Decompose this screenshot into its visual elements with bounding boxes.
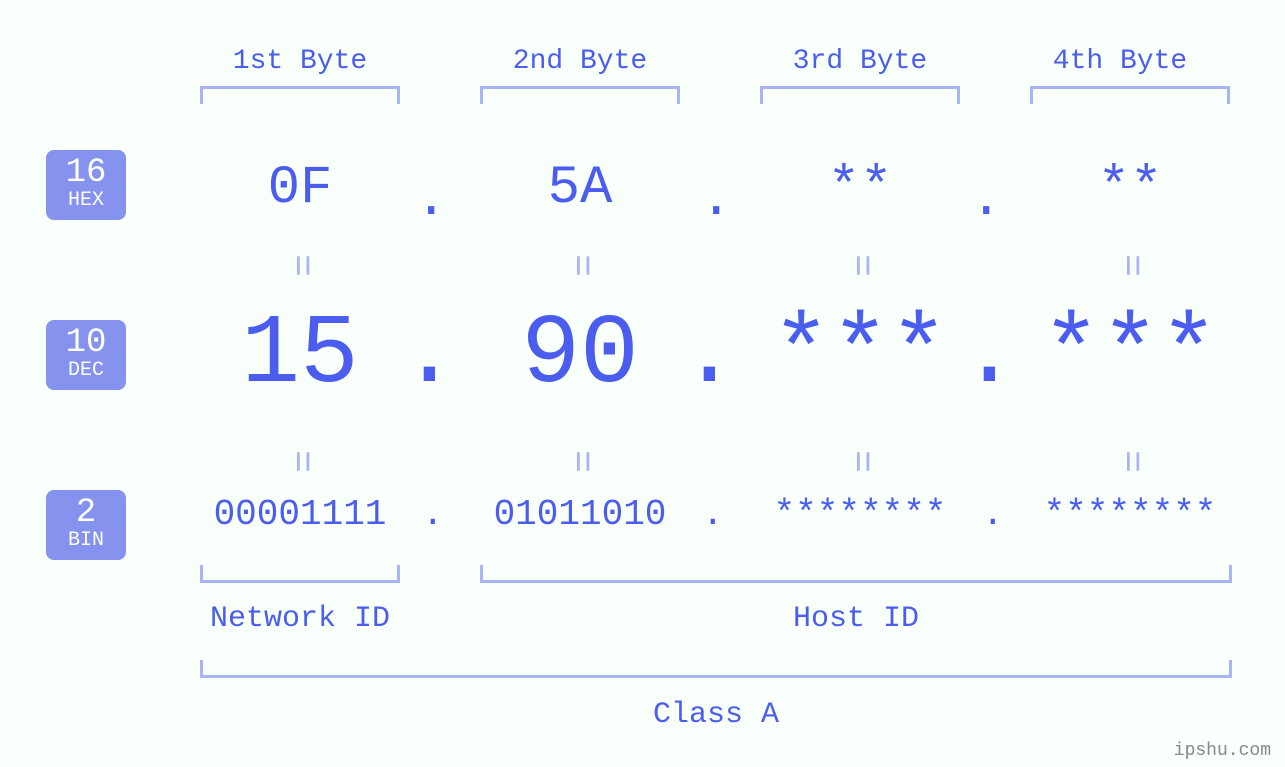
hex-byte-4: ** (1030, 158, 1230, 219)
byte-bracket-top-3 (760, 86, 960, 104)
byte-header-3: 3rd Byte (760, 46, 960, 77)
dec-byte-4: *** (1020, 300, 1240, 411)
dec-dot-2: . (680, 300, 739, 411)
badge-dec-lbl: DEC (46, 360, 126, 381)
hex-dot-3: . (970, 170, 1002, 231)
byte-bracket-top-4 (1030, 86, 1230, 104)
hex-byte-3: ** (760, 158, 960, 219)
dec-byte-1: 15 (190, 300, 410, 411)
dec-byte-2: 90 (470, 300, 690, 411)
host-id-label: Host ID (480, 602, 1232, 636)
eq-2-2: = (559, 442, 602, 482)
dec-byte-3: *** (750, 300, 970, 411)
bin-byte-2: 01011010 (470, 494, 690, 535)
class-label: Class A (200, 698, 1232, 732)
eq-2-1: = (279, 442, 322, 482)
bin-byte-4: ******** (1020, 494, 1240, 535)
byte-bracket-top-1 (200, 86, 400, 104)
bin-byte-3: ******** (750, 494, 970, 535)
badge-bin-lbl: BIN (46, 530, 126, 551)
hex-dot-1: . (415, 170, 447, 231)
eq-1-1: = (279, 246, 322, 286)
bin-byte-1: 00001111 (190, 494, 410, 535)
eq-1-4: = (1109, 246, 1152, 286)
dec-dot-1: . (400, 300, 459, 411)
eq-2-4: = (1109, 442, 1152, 482)
watermark: ipshu.com (1174, 741, 1271, 761)
byte-header-1: 1st Byte (200, 46, 400, 77)
host-id-bracket (480, 565, 1232, 583)
dec-dot-3: . (960, 300, 1019, 411)
bin-dot-1: . (422, 494, 444, 535)
byte-header-2: 2nd Byte (480, 46, 680, 77)
badge-bin: 2 BIN (46, 490, 126, 560)
network-id-label: Network ID (200, 602, 400, 636)
network-id-bracket (200, 565, 400, 583)
badge-hex-num: 16 (46, 156, 126, 192)
badge-hex: 16 HEX (46, 150, 126, 220)
bin-dot-2: . (702, 494, 724, 535)
byte-bracket-top-2 (480, 86, 680, 104)
byte-header-4: 4th Byte (1020, 46, 1220, 77)
bin-dot-3: . (982, 494, 1004, 535)
class-bracket (200, 660, 1232, 678)
eq-1-3: = (839, 246, 882, 286)
eq-1-2: = (559, 246, 602, 286)
eq-2-3: = (839, 442, 882, 482)
hex-byte-1: 0F (200, 158, 400, 219)
badge-hex-lbl: HEX (46, 190, 126, 211)
badge-bin-num: 2 (46, 496, 126, 532)
badge-dec-num: 10 (46, 326, 126, 362)
hex-dot-2: . (700, 170, 732, 231)
badge-dec: 10 DEC (46, 320, 126, 390)
hex-byte-2: 5A (480, 158, 680, 219)
